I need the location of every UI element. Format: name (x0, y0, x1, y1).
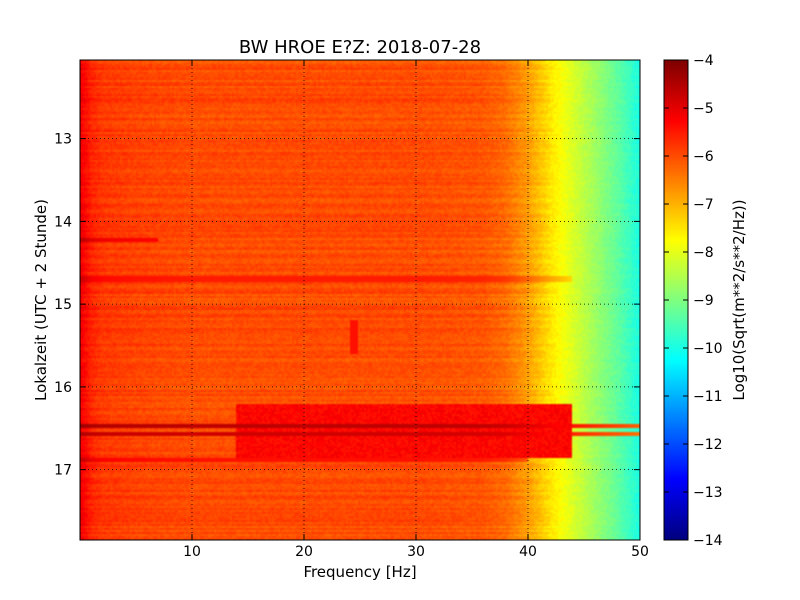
colorbar-label: Log10(Sqrt(m**2/s**2/Hz)) (730, 199, 748, 400)
colorbar-tick-label: −8 (693, 245, 714, 261)
colorbar-tick-label: −10 (693, 341, 723, 357)
spectrogram-heatmap (80, 60, 640, 540)
colorbar-tick-label: −9 (693, 293, 714, 309)
colorbar-tick-label: −4 (693, 53, 714, 69)
y-tick-label: 13 (54, 132, 72, 148)
x-tick-label: 50 (631, 544, 649, 560)
colorbar-tick-label: −13 (693, 485, 723, 501)
x-axis-label: Frequency [Hz] (303, 563, 416, 581)
grid-lines (80, 60, 640, 540)
colorbar-tick-label: −12 (693, 437, 723, 453)
plot-area: 10 20 30 40 50 13 14 15 16 17 (54, 59, 649, 560)
x-tick-label: 40 (519, 544, 537, 560)
y-tick-label: 16 (54, 380, 72, 396)
x-tick-label: 10 (183, 544, 201, 560)
colorbar: −4 −5 −6 −7 −8 −9 −10 −11 −12 −13 −14 (663, 53, 723, 549)
plot-frame (79, 59, 641, 541)
colorbar-tick-label: −7 (693, 197, 714, 213)
y-tick-label: 14 (54, 214, 72, 230)
y-tick-label: 17 (54, 463, 72, 479)
colorbar-tick-label: −11 (693, 389, 723, 405)
colorbar-tick-label: −6 (693, 149, 714, 165)
chart-title: BW HROE E?Z: 2018-07-28 (239, 37, 481, 58)
x-tick-label: 30 (407, 544, 425, 560)
x-axis-ticks: 10 20 30 40 50 (183, 60, 649, 560)
y-axis-label: Lokalzeit (UTC + 2 Stunde) (32, 199, 50, 401)
colorbar-ticks: −4 −5 −6 −7 −8 −9 −10 −11 −12 −13 −14 (664, 53, 723, 549)
y-axis-ticks: 13 14 15 16 17 (54, 132, 640, 479)
x-tick-label: 20 (295, 544, 313, 560)
colorbar-tick-label: −5 (693, 101, 714, 117)
colorbar-tick-label: −14 (693, 533, 723, 549)
y-tick-label: 15 (54, 297, 72, 313)
